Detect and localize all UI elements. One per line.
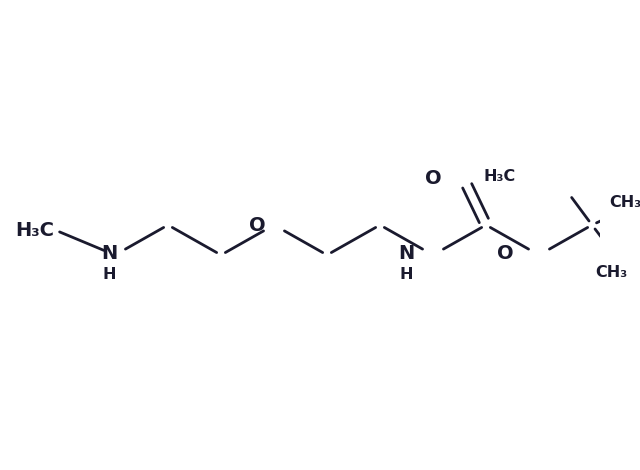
Text: O: O xyxy=(426,169,442,188)
Text: CH₃: CH₃ xyxy=(596,265,628,280)
Text: N: N xyxy=(101,244,117,263)
Text: H: H xyxy=(102,267,116,282)
Text: O: O xyxy=(250,216,266,235)
Text: H₃C: H₃C xyxy=(16,221,55,240)
Text: H₃C: H₃C xyxy=(484,170,516,185)
Text: H: H xyxy=(400,267,413,282)
Text: CH₃: CH₃ xyxy=(610,195,640,210)
Text: O: O xyxy=(497,244,514,263)
Text: N: N xyxy=(399,244,415,263)
